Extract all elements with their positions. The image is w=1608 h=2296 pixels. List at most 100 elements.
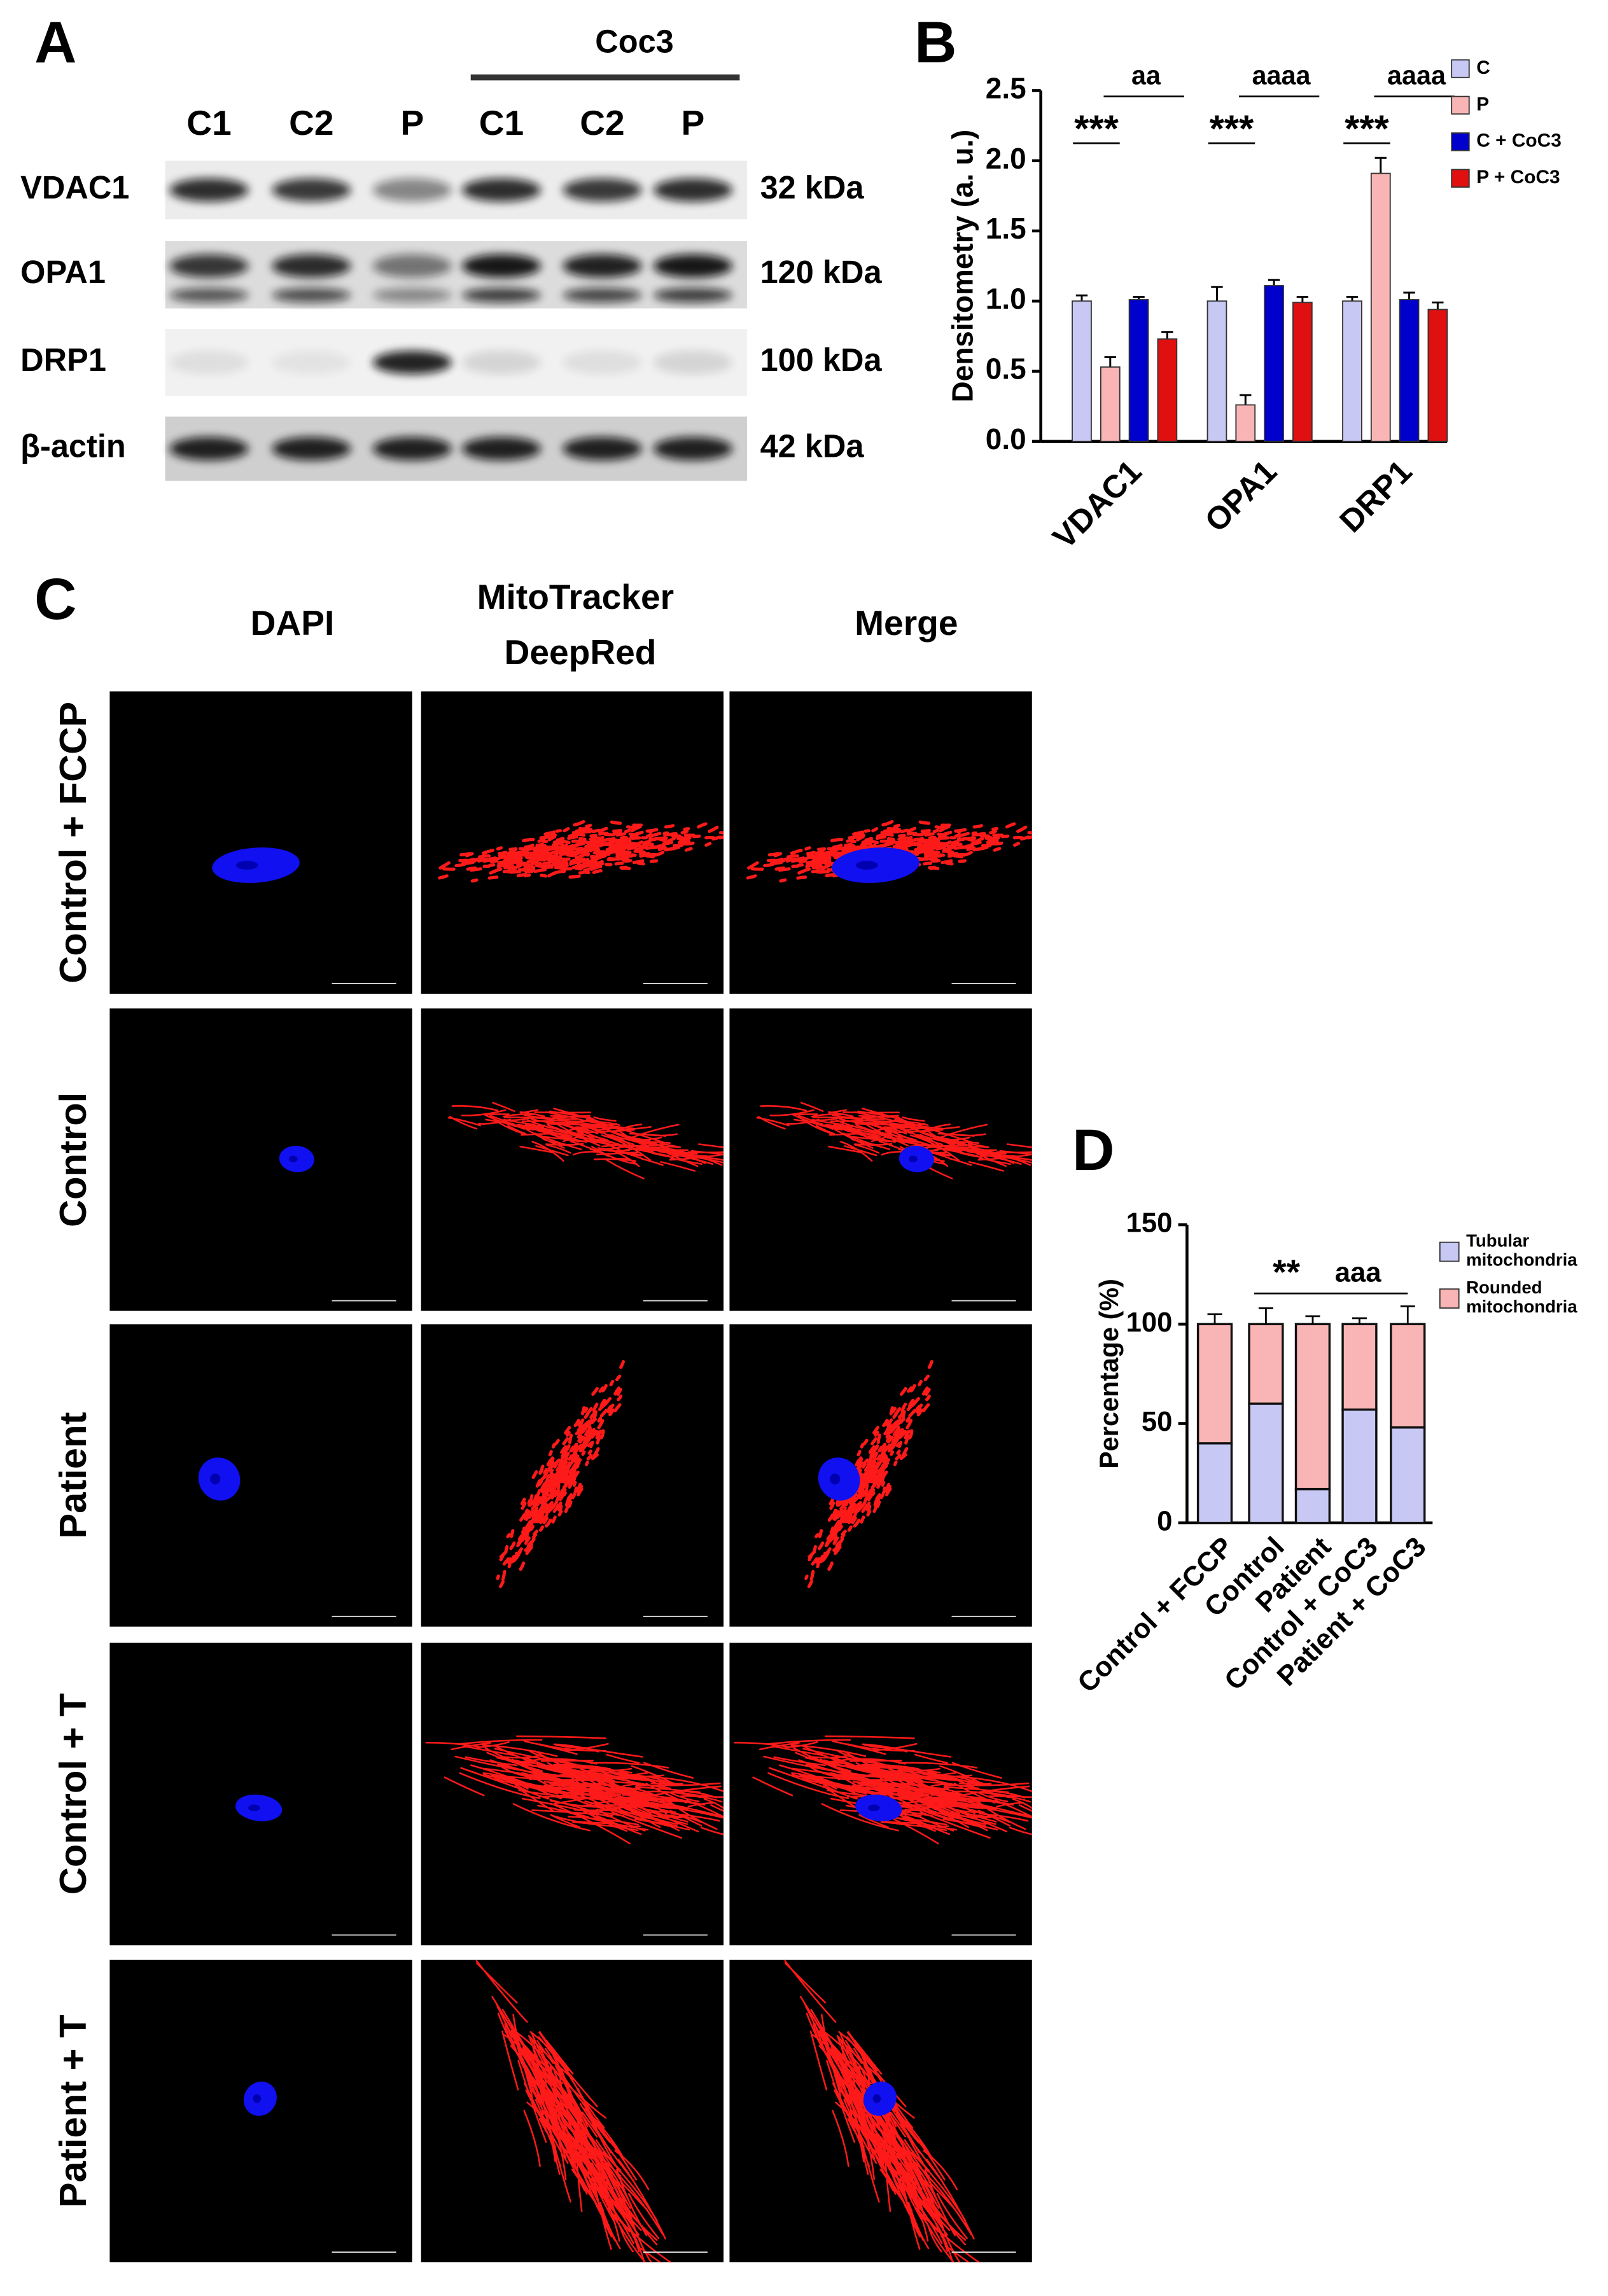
blot-band: [169, 254, 249, 278]
channel-label: MitoTracker DeepRed: [477, 576, 684, 671]
y-tick-label: 0.0: [986, 422, 1026, 456]
blot-strip: [165, 416, 747, 481]
y-tick-label: 2.0: [986, 142, 1026, 175]
bar: [1370, 172, 1391, 442]
nucleolus: [908, 1155, 918, 1162]
micrograph: [421, 1008, 724, 1311]
blot-band: [461, 288, 541, 303]
blot-band: [272, 436, 351, 461]
blot-band: [169, 436, 249, 461]
bar-segment: [1248, 1323, 1284, 1405]
bar-segment: [1248, 1402, 1284, 1524]
y-tick-label: 150: [1126, 1207, 1173, 1239]
bar: [1206, 300, 1227, 442]
bar: [1399, 299, 1420, 442]
blot-band: [563, 254, 642, 278]
blot-band: [653, 436, 732, 461]
y-axis-title: Densitometry (a. u.): [946, 130, 979, 403]
panel-label: A: [34, 10, 76, 75]
bar-segment: [1390, 1426, 1426, 1524]
mitochondria: [447, 1102, 724, 1179]
bar: [1100, 366, 1121, 442]
blot-band: [563, 178, 642, 202]
blot-strip: [165, 241, 747, 309]
condition-label: Control + T: [52, 1693, 94, 1895]
micrograph: [729, 1324, 1032, 1627]
legend-label: P + CoC3: [1476, 167, 1560, 188]
nucleolus: [856, 861, 878, 870]
legend-label: C: [1476, 57, 1490, 78]
size-label: 120 kDa: [760, 254, 883, 290]
nucleolus: [236, 861, 258, 870]
blot-band: [272, 178, 351, 202]
y-tick-label: 0.5: [986, 352, 1026, 386]
blot-strip: [165, 160, 747, 219]
text-line: mitochondria: [1466, 1250, 1577, 1270]
panel-label: D: [1072, 1118, 1114, 1183]
blot-band: [272, 351, 351, 375]
bar-segment: [1390, 1323, 1426, 1429]
significance: aaaa: [1387, 61, 1446, 90]
y-tick-label: 0: [1157, 1505, 1172, 1536]
protein-label: DRP1: [20, 342, 106, 378]
micrograph: [729, 1959, 1032, 2263]
legend-swatch: [1451, 169, 1470, 188]
micrograph-background: [109, 1008, 412, 1311]
significance: **: [1273, 1252, 1300, 1291]
y-tick-label: 100: [1126, 1307, 1173, 1338]
micrograph: [421, 1959, 724, 2263]
lane-label: C2: [289, 103, 333, 143]
lane-label: C1: [186, 103, 231, 143]
micrograph: [729, 1008, 1032, 1311]
bar-segment: [1196, 1323, 1233, 1445]
text-line: MitoTracker: [477, 576, 684, 616]
blot-band: [461, 436, 541, 461]
lane-label: C1: [479, 103, 524, 143]
nucleolus: [830, 1473, 841, 1485]
condition-label: Control + FCCP: [52, 702, 94, 984]
micrograph: [109, 1643, 412, 1945]
bar: [1128, 299, 1149, 442]
blot-band: [372, 254, 452, 278]
blot-band: [169, 288, 249, 303]
bar: [1342, 300, 1362, 442]
micrograph: [421, 691, 724, 994]
panel-label: C: [34, 567, 76, 632]
micrograph-background: [109, 1643, 412, 1945]
text-line: DeepRed: [505, 632, 657, 672]
panel-label: B: [914, 10, 956, 75]
mitochondria: [496, 1360, 626, 1589]
condition-label: Patient + T: [52, 2015, 94, 2208]
micrograph: [109, 1324, 412, 1627]
micrograph: [421, 1643, 724, 1945]
bar: [1264, 285, 1284, 442]
micrograph: [729, 1643, 1032, 1945]
legend-swatch: [1439, 1241, 1460, 1262]
bar: [1427, 309, 1448, 442]
blot-band: [372, 436, 452, 461]
legend-label: C + CoC3: [1476, 130, 1562, 151]
x-tick-label: OPA1: [1198, 453, 1283, 539]
x-tick-label: VDAC1: [1045, 453, 1148, 555]
bar: [1235, 404, 1256, 442]
legend-swatch: [1451, 132, 1470, 151]
text-line: mitochondria: [1466, 1297, 1577, 1316]
micrograph: [729, 691, 1032, 994]
protein-label: VDAC1: [20, 169, 129, 205]
bar-segment: [1341, 1323, 1378, 1411]
lane-label: P: [400, 103, 424, 143]
bar-segment: [1294, 1323, 1331, 1491]
micrograph: [109, 1008, 412, 1311]
y-tick-label: 50: [1142, 1406, 1173, 1437]
size-label: 100 kDa: [760, 342, 883, 378]
legend-swatch: [1439, 1288, 1460, 1309]
micrograph: [109, 691, 412, 994]
size-label: 32 kDa: [760, 169, 865, 205]
channel-label: Merge: [855, 603, 958, 643]
lane-label: C2: [580, 103, 624, 143]
y-axis-title: Percentage (%): [1094, 1279, 1124, 1469]
protein-label: β-actin: [20, 428, 126, 464]
mitochondria: [475, 1959, 673, 2263]
